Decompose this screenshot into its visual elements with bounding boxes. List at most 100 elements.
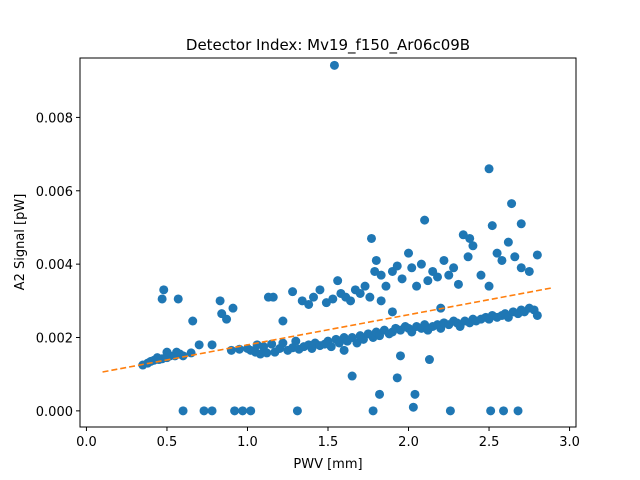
- data-point: [476, 270, 486, 280]
- data-point: [355, 288, 365, 298]
- fit-layer: [102, 286, 554, 373]
- data-point: [365, 292, 375, 302]
- data-point: [532, 250, 542, 260]
- x-tick-label: 1.5: [318, 435, 339, 450]
- data-point: [375, 389, 385, 399]
- data-point: [487, 221, 497, 231]
- plot-frame: [79, 57, 577, 428]
- data-point: [371, 255, 381, 265]
- y-tick-label: 0.004: [36, 258, 73, 273]
- data-point: [484, 281, 494, 291]
- data-point: [339, 345, 349, 355]
- data-point: [516, 219, 526, 229]
- x-tick-label: 3.0: [559, 435, 580, 450]
- plot-area: [80, 58, 576, 427]
- data-point: [439, 255, 449, 265]
- data-point: [162, 347, 172, 357]
- data-point: [420, 215, 430, 225]
- y-tick-label: 0.000: [36, 405, 73, 420]
- data-point: [532, 310, 542, 320]
- data-point: [381, 281, 391, 291]
- data-point: [410, 389, 420, 399]
- x-tick-label: 1.0: [237, 435, 258, 450]
- data-point: [228, 303, 238, 313]
- x-tick-label: 2.5: [479, 435, 500, 450]
- y-tick-label: 0.002: [36, 332, 73, 347]
- data-point: [463, 252, 473, 262]
- data-point: [408, 402, 418, 412]
- data-point: [510, 252, 520, 262]
- data-point: [222, 314, 232, 324]
- y-tick-label: 0.008: [36, 111, 73, 126]
- data-point: [194, 340, 204, 350]
- data-point: [423, 276, 433, 286]
- data-point: [329, 60, 339, 70]
- data-point: [292, 406, 302, 416]
- y-axis: 0.000 0.002 0.004 0.006 0.008: [36, 111, 80, 420]
- data-point: [453, 279, 463, 289]
- data-point: [412, 281, 422, 291]
- data-point: [376, 270, 386, 280]
- x-tick-label: 0.0: [76, 435, 97, 450]
- data-point: [468, 241, 478, 251]
- x-axis: 0.0 0.5 1.0 1.5 2.0 2.5 3.0: [76, 427, 580, 450]
- data-point: [207, 340, 217, 350]
- data-point: [516, 263, 526, 273]
- data-point: [291, 336, 301, 346]
- data-point: [173, 294, 183, 304]
- data-point: [433, 272, 443, 282]
- data-point: [524, 266, 534, 276]
- chart-title: Detector Index: Mv19_f150_Ar06c09B: [186, 36, 470, 55]
- fit-line: [102, 286, 554, 373]
- data-point: [278, 316, 288, 326]
- data-point: [360, 281, 370, 291]
- data-point: [499, 406, 509, 416]
- data-point: [392, 261, 402, 271]
- data-point: [268, 292, 278, 302]
- data-point: [159, 285, 169, 295]
- data-point: [368, 406, 378, 416]
- data-point: [326, 342, 336, 352]
- data-point: [513, 406, 523, 416]
- y-tick-label: 0.006: [36, 185, 73, 200]
- data-point: [215, 296, 225, 306]
- data-point: [288, 287, 298, 297]
- data-point: [347, 371, 357, 381]
- x-tick-label: 0.5: [157, 435, 178, 450]
- data-point: [407, 263, 417, 273]
- data-point: [392, 373, 402, 383]
- data-point: [449, 263, 459, 273]
- data-point: [199, 406, 209, 416]
- x-tick-label: 2.0: [398, 435, 419, 450]
- data-point: [395, 351, 405, 361]
- data-point: [397, 274, 407, 284]
- data-point: [207, 406, 217, 416]
- data-point: [444, 270, 454, 280]
- data-point: [278, 338, 288, 348]
- data-point: [424, 355, 434, 365]
- data-point: [172, 347, 182, 357]
- data-point: [507, 199, 517, 209]
- data-point: [238, 406, 248, 416]
- y-axis-title: A2 Signal [pW]: [13, 194, 28, 291]
- data-point: [328, 294, 338, 304]
- data-point: [416, 259, 426, 269]
- data-point: [157, 294, 167, 304]
- data-point: [152, 353, 162, 363]
- data-point: [376, 296, 386, 306]
- data-point: [445, 406, 455, 416]
- data-point: [404, 248, 414, 258]
- data-point: [346, 296, 356, 306]
- data-point: [309, 292, 319, 302]
- x-axis-title: PWV [mm]: [293, 457, 362, 472]
- data-point: [304, 299, 314, 309]
- data-point: [267, 339, 277, 349]
- data-point: [486, 406, 496, 416]
- data-point: [387, 307, 397, 317]
- data-point: [246, 406, 256, 416]
- data-point: [178, 406, 188, 416]
- data-point: [188, 316, 198, 326]
- data-point: [366, 233, 376, 243]
- data-point: [484, 164, 494, 174]
